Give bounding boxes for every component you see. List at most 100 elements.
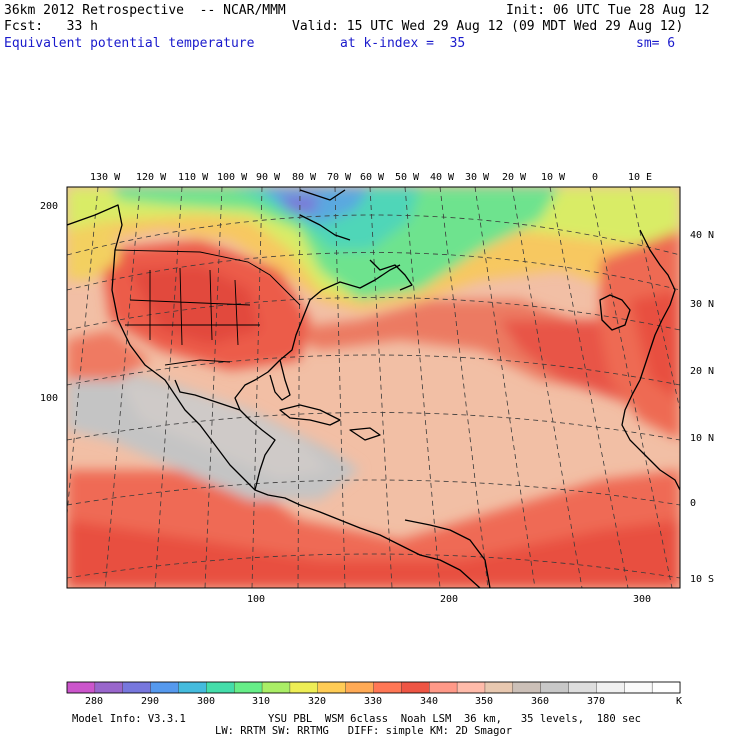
lat-line-10s [67,553,680,579]
lat-label-10n: 10 N [690,433,715,444]
coast-africa [621,229,680,491]
legend-colorbar [66,681,681,694]
legend-tick-370: 370 [587,696,606,707]
border-us-mexico [164,359,231,366]
borders [114,249,301,366]
lat-line-20n [67,354,680,386]
grid-label-left-200: 200 [40,201,59,212]
coast-hudson [299,189,351,241]
lon-label-100w: 100 W [217,172,248,183]
legend-swatch [484,681,514,694]
lon-line-40w [439,187,489,588]
lon-line-90w [251,187,263,588]
lon-line-100w [204,187,223,588]
model-info: Model Info: V3.3.1 [72,713,186,725]
legend-swatch [261,681,291,694]
legend-swatch [94,681,124,694]
legend-swatch [345,681,375,694]
legend-tick-300: 300 [197,696,216,707]
legend-swatch [233,681,263,694]
lon-label-10w: 10 W [541,172,566,183]
smoothing: sm= 6 [636,36,676,51]
legend-swatch [206,681,235,694]
legend-tick-340: 340 [420,696,439,707]
lon-label-80w: 80 W [292,172,317,183]
run-title: 36km 2012 Retrospective -- NCAR/MMM [4,3,286,18]
legend-swatch [401,681,430,694]
coast-brazil [404,519,491,588]
lon-label-50w: 50 W [395,172,420,183]
coast-iberia [599,294,631,331]
field-africa-hot [630,290,680,400]
lat-label-20n: 20 N [690,366,715,377]
model-radiation: LW: RRTM SW: RRTMG DIFF: simple KM: 2D S… [215,725,513,737]
coast-cuba [279,404,341,426]
field-name: Equivalent potential temperature [4,36,255,51]
k-index: at k-index = 35 [340,36,466,51]
lon-label-70w: 70 W [327,172,352,183]
theta-e-field [67,187,680,588]
legend-swatch [568,681,597,694]
lat-line-10n [67,412,680,441]
model-physics: YSU PBL WSM 6class Noah LSM 36 km, 35 le… [268,713,641,725]
legend-tick-290: 290 [141,696,160,707]
lat-label-10s: 10 S [690,574,715,585]
forecast-hour: Fcst: 33 h [4,19,98,34]
lat-line-40n [67,214,680,256]
legend-tick-360: 360 [531,696,550,707]
coast-florida [269,359,291,401]
legend-swatch [512,681,542,694]
legend-swatch [289,681,319,694]
legend-swatch [150,681,179,694]
lon-line-50w [404,187,441,588]
coast-america-west [67,204,481,588]
legend-swatch [317,681,347,694]
coast-hispaniola [349,427,381,441]
border-us-canada [114,249,301,306]
grid-label-bottom-100: 100 [247,594,266,605]
lat-label-40n: 40 N [690,230,715,241]
lat-label-30n: 30 N [690,299,715,310]
border-us-states [125,267,260,346]
lon-line-20w [511,187,583,588]
lon-line-130w [67,187,99,519]
valid-time: Valid: 15 UTC Wed 29 Aug 12 (09 MDT Wed … [292,19,684,34]
lon-label-30w: 30 W [465,172,490,183]
coast-america-east [234,264,401,491]
legend-swatch [540,681,570,694]
grid-label-bottom-200: 200 [440,594,459,605]
legend-swatch [178,681,207,694]
coastlines [67,189,680,588]
field-pacific-warm [67,330,150,380]
legend-swatch [429,681,458,694]
legend-swatch [596,681,625,694]
lon-label-20w: 20 W [502,172,527,183]
grid-label-bottom-300: 300 [633,594,652,605]
legend-tick-330: 330 [364,696,383,707]
legend-swatch [456,681,486,694]
init-time: Init: 06 UTC Tue 28 Aug 12 [506,3,710,18]
lon-label-130w: 130 W [90,172,121,183]
legend-tick-310: 310 [252,696,271,707]
lon-label-60w: 60 W [360,172,385,183]
legend-tick-350: 350 [475,696,494,707]
lon-label-10e: 10 E [628,172,653,183]
lon-line-60w [369,187,393,588]
lon-label-90w: 90 W [256,172,281,183]
coast-gulf [174,379,241,411]
lon-line-110w [154,187,183,588]
field-cold-purple [280,195,320,215]
lon-line-30w [474,187,536,588]
lon-label-120w: 120 W [136,172,167,183]
lon-label-110w: 110 W [178,172,209,183]
field-south-hot [67,520,680,588]
field-nw-yellow [67,220,120,280]
legend-tick-280: 280 [85,696,104,707]
lon-label-0: 0 [592,172,599,183]
lon-line-120w [104,187,141,588]
lon-line-80w [297,187,301,588]
lon-label-40w: 40 W [430,172,455,183]
lat-line-0 [67,479,680,506]
legend-swatch [122,681,152,694]
